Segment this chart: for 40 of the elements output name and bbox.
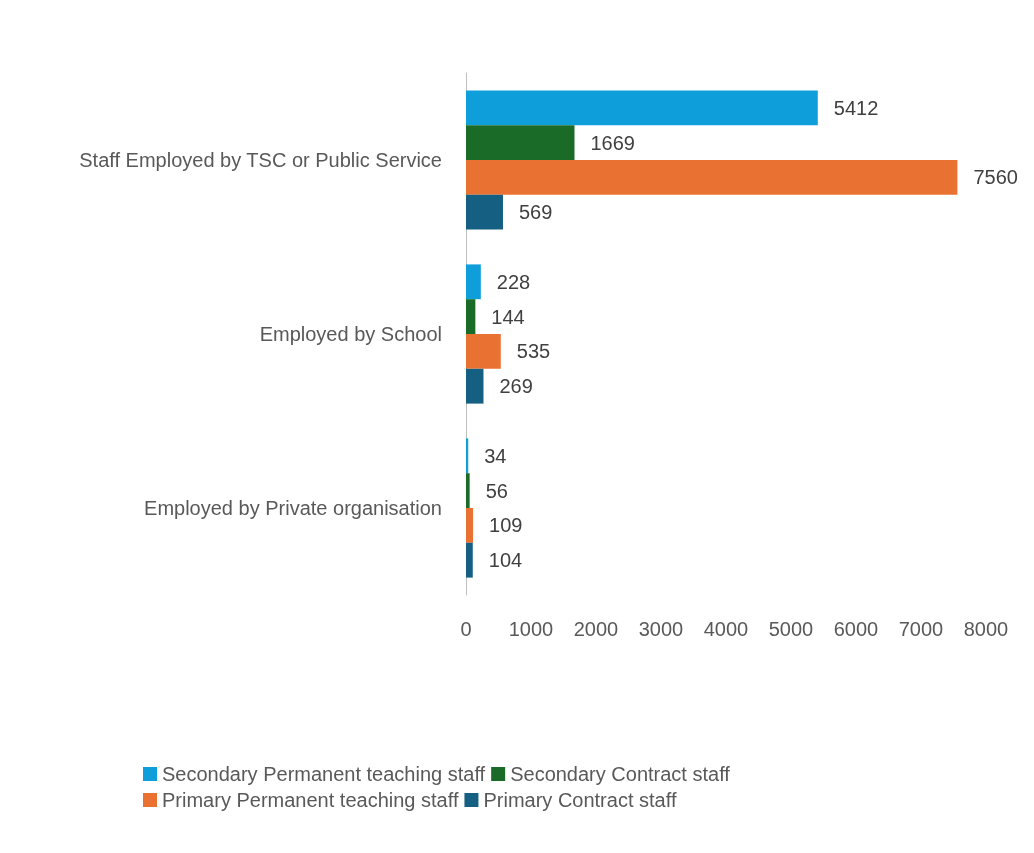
data-label: 104 xyxy=(488,549,523,572)
bar xyxy=(466,368,484,404)
bar xyxy=(466,542,473,578)
bar xyxy=(466,264,481,300)
data-label: 269 xyxy=(499,375,533,398)
bar xyxy=(466,160,958,195)
legend-label: Primary Contract staff xyxy=(483,789,677,811)
x-tick-label: 0 xyxy=(460,618,472,640)
bar xyxy=(466,334,501,369)
bar xyxy=(466,508,474,543)
data-label: 7560 xyxy=(973,166,1018,189)
bar xyxy=(466,438,469,474)
bar xyxy=(466,299,476,334)
y-tick-label: Employed by Private organisation xyxy=(144,497,442,519)
x-tick-label: 1000 xyxy=(508,618,554,640)
x-tick-label: 7000 xyxy=(898,618,944,640)
data-label: 228 xyxy=(496,270,531,293)
data-label: 56 xyxy=(485,479,508,502)
bar xyxy=(466,90,818,126)
data-label: 1669 xyxy=(590,131,635,154)
x-tick-label: 6000 xyxy=(833,618,879,640)
x-tick-label: 3000 xyxy=(638,618,684,640)
data-label: 569 xyxy=(518,201,553,224)
bar xyxy=(466,194,503,230)
data-label: 535 xyxy=(516,340,551,363)
bar xyxy=(466,125,575,160)
x-tick-label: 5000 xyxy=(768,618,814,640)
legend-label: Primary Permanent teaching staff xyxy=(162,789,459,811)
bar xyxy=(466,473,470,508)
x-tick-label: 4000 xyxy=(703,618,749,640)
data-label: 5412 xyxy=(833,96,879,119)
legend-label: Secondary Contract staff xyxy=(510,763,731,785)
y-tick-label: Staff Employed by TSC or Public Service xyxy=(79,149,442,171)
data-label: 109 xyxy=(489,514,523,537)
x-tick-label: 2000 xyxy=(573,618,619,640)
y-tick-label: Employed by School xyxy=(259,323,442,345)
data-label: 144 xyxy=(491,305,525,328)
legend-label: Secondary Permanent teaching staff xyxy=(162,763,486,785)
data-label: 34 xyxy=(484,444,507,467)
x-tick-label: 8000 xyxy=(963,618,1009,640)
